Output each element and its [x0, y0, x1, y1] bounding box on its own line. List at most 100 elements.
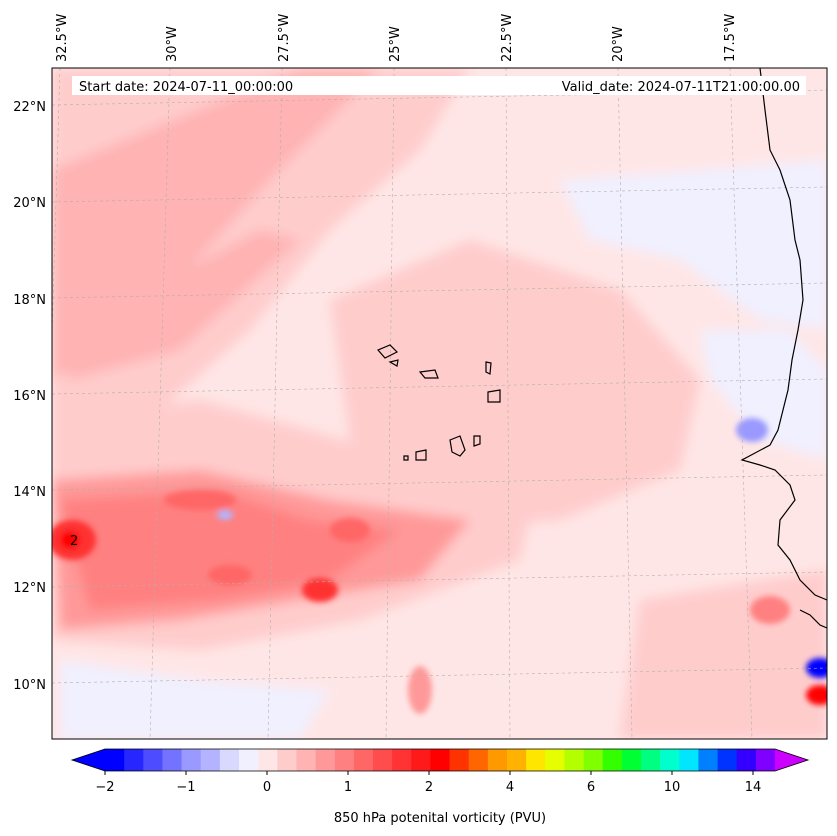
colorbar-cell [392, 749, 412, 771]
colorbar-tick-label: 4 [506, 780, 514, 795]
lon-label: 22.5°W [500, 14, 515, 62]
colorbar-tick-label: 14 [745, 780, 762, 795]
map-frame [51, 67, 828, 740]
colorbar-cell [411, 749, 431, 771]
pv-max-coast [806, 685, 827, 705]
lat-labels: 22°N 20°N 18°N 16°N 14°N 12°N 10°N [13, 100, 46, 693]
colorbar-tick-label: 2 [425, 780, 433, 795]
cape-verde-island [487, 389, 501, 403]
colorbar-cell [717, 749, 738, 771]
lat-label: 12°N [13, 581, 46, 596]
lat-label: 22°N [13, 100, 46, 115]
colorbar-cell [468, 749, 489, 771]
colorbar-cell [564, 749, 585, 771]
cape-verde-island [485, 361, 492, 375]
cape-verde-island [418, 369, 439, 379]
colorbar-ticks [104, 771, 754, 775]
cape-verde-island [415, 449, 427, 461]
pv-max-band [302, 578, 338, 602]
lat-label: 18°N [13, 293, 46, 308]
colorbar-tick-labels: −2 −1 0 1 2 4 6 10 14 [95, 780, 761, 795]
lon-label: 17.5°W [723, 14, 738, 62]
colorbar-cell [296, 749, 317, 771]
date-banner [72, 76, 806, 95]
cape-verde-island [403, 455, 409, 461]
africa-coastline-south [799, 609, 827, 629]
colorbar-cell [449, 749, 470, 771]
pv-field-blue [700, 330, 827, 460]
colorbar-cell [143, 749, 163, 771]
gridlines [52, 68, 827, 739]
colorbar: −2 −1 0 1 2 4 6 10 14 850 hPa potenital … [70, 748, 810, 826]
lat-label: 20°N [13, 196, 46, 211]
lon-label: 32.5°W [55, 14, 70, 62]
colorbar-over-arrow [775, 749, 808, 771]
colorbar-cell [660, 749, 680, 771]
cape-verde-island [388, 359, 399, 367]
pv-max-band [208, 565, 252, 585]
colorbar-cell [200, 749, 221, 771]
colorbar-cell [373, 749, 393, 771]
colorbar-cell [526, 749, 546, 771]
lon-labels: 32.5°W 30°W 27.5°W 25°W 22.5°W 20°W 17.5… [55, 14, 738, 62]
colorbar-tick-label: 0 [263, 780, 271, 795]
colorbar-cell [698, 749, 719, 771]
colorbar-tick-label: −2 [95, 780, 114, 795]
colorbar-cell [105, 749, 125, 771]
colorbar-cell [334, 749, 355, 771]
pv-field-blue [560, 160, 827, 330]
colorbar-cell [124, 749, 144, 771]
colorbar-title: 850 hPa potenital vorticity (PVU) [334, 811, 546, 826]
lon-label: 27.5°W [277, 14, 292, 62]
lat-label: 16°N [13, 389, 46, 404]
colorbar-cell [545, 749, 565, 771]
colorbar-cell [315, 749, 336, 771]
colorbar-cell [736, 749, 757, 771]
lon-label: 25°W [388, 26, 403, 62]
start-date-label: Start date: 2024-07-11_00:00:00 [79, 80, 293, 95]
lat-label: 10°N [13, 678, 46, 693]
map-panel: 2 [52, 68, 827, 739]
pv-max-band [330, 518, 370, 542]
colorbar-tick-label: 6 [587, 780, 595, 795]
pv-max-band [408, 666, 432, 714]
colorbar-cell [181, 749, 202, 771]
colorbar-cell [487, 749, 508, 771]
coastlines [376, 68, 827, 629]
colorbar-cell [162, 749, 183, 771]
colorbar-cell [258, 749, 278, 771]
pv-field-blue [60, 660, 330, 739]
colorbar-tick-label: 1 [344, 780, 352, 795]
colorbar-cell [583, 749, 604, 771]
pv-min-east [736, 418, 768, 442]
pv-min-band [217, 510, 233, 520]
cape-verde-island [376, 344, 399, 359]
colorbar-cell [641, 749, 661, 771]
colorbar-cell [602, 749, 623, 771]
colorbar-cell [219, 749, 240, 771]
cape-verde-island [449, 435, 466, 457]
colorbar-cell [679, 749, 699, 771]
colorbar-tick-label: −1 [176, 780, 195, 795]
colorbar-cell [755, 749, 776, 771]
pv-field-band [70, 230, 300, 380]
pv-max-band [164, 490, 236, 510]
colorbar-cell [353, 749, 374, 771]
colorbar-cell [277, 749, 297, 771]
africa-coastline [740, 68, 827, 601]
colorbar-under-arrow [72, 749, 105, 771]
lat-label: 14°N [13, 485, 46, 500]
pv-maxima [52, 418, 827, 714]
cape-verde-island [473, 435, 481, 447]
valid-date-label: Valid_date: 2024-07-11T21:00:00.00 [562, 80, 800, 95]
colorbar-cell [507, 749, 527, 771]
lon-label: 20°W [611, 26, 626, 62]
colorbar-cell [430, 749, 451, 771]
colorbar-cell [239, 749, 259, 771]
colorbar-tick-label: 10 [664, 780, 681, 795]
colorbar-cells [105, 749, 776, 771]
lon-label: 30°W [165, 26, 180, 62]
pv-max-west-core [60, 531, 80, 549]
max-marker: 2 [70, 534, 78, 549]
